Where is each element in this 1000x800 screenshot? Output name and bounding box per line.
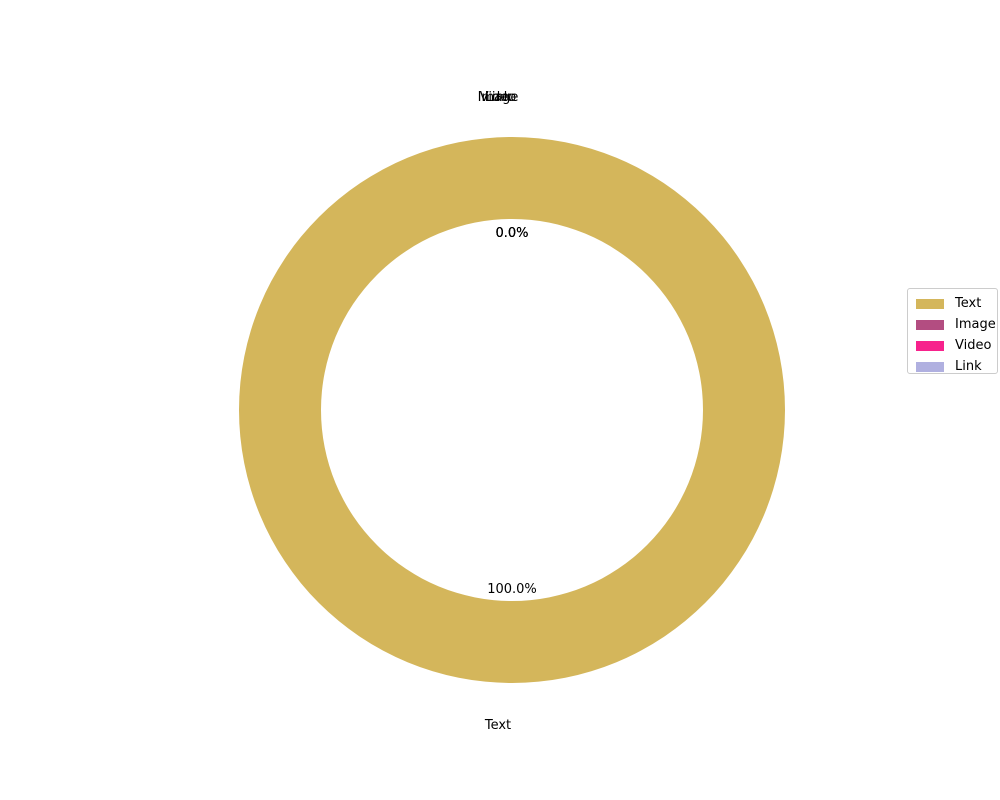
legend-label-image: Image <box>955 317 996 332</box>
legend-swatch-text <box>916 298 944 309</box>
slice-label-text: Text <box>484 718 511 733</box>
legend-item-image: Image <box>916 314 997 335</box>
percent-label-link: 0.0% <box>495 226 528 241</box>
legend-swatch-image <box>916 319 944 330</box>
legend-item-text: Text <box>916 293 997 314</box>
donut-slices <box>239 137 785 683</box>
chart-legend: Text Image Video Link <box>907 288 998 374</box>
legend-item-link: Link <box>916 356 997 377</box>
percent-label-image: 0.0% <box>495 226 528 241</box>
percent-label-text: 100.0% <box>487 582 537 597</box>
percent-label-video: 0.0% <box>495 226 528 241</box>
legend-label-text: Text <box>955 296 982 311</box>
donut-slice-text <box>239 137 785 683</box>
slice-label-image: Image <box>478 90 519 105</box>
legend-swatch-video <box>916 340 944 351</box>
legend-item-video: Video <box>916 335 997 356</box>
slice-label-link: Link <box>485 90 512 105</box>
legend-swatch-link <box>916 361 944 372</box>
legend-label-video: Video <box>955 338 992 353</box>
legend-label-link: Link <box>955 359 982 374</box>
slice-label-video: Video <box>480 90 516 105</box>
